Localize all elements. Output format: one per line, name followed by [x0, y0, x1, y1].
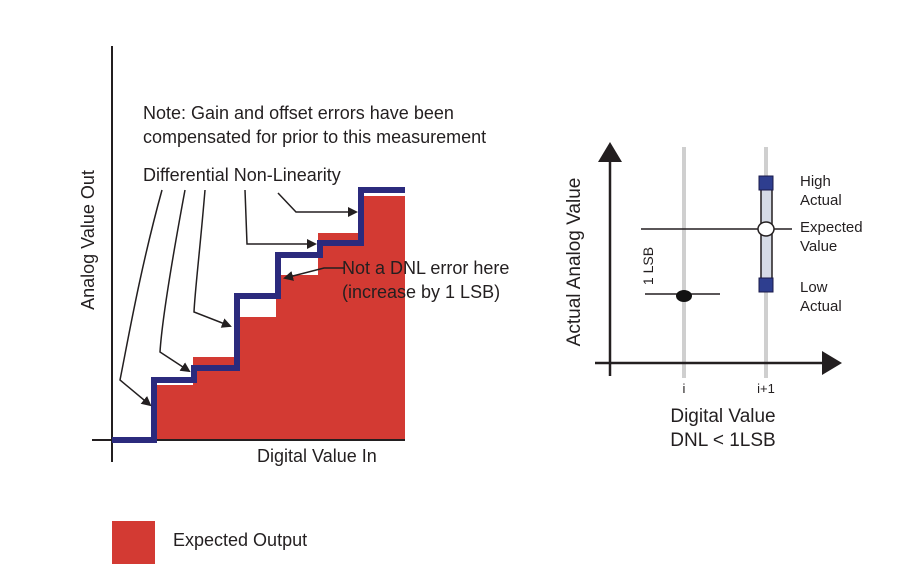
- legend-label: Expected Output: [173, 530, 307, 550]
- right-diagram: Actual Analog Value 1 LSB i i+1 Digital …: [564, 142, 863, 451]
- left-diagram: Note: Gain and offset errors have been c…: [78, 46, 509, 466]
- dnl-label: Differential Non-Linearity: [143, 165, 341, 185]
- low-actual-label-1: Low: [800, 279, 828, 296]
- tick-label-i: i: [683, 381, 686, 396]
- high-actual-label-1: High: [800, 173, 831, 190]
- expected-output-area: [152, 196, 405, 440]
- tick-label-i1: i+1: [757, 381, 775, 396]
- low-actual-label-2: Actual: [800, 298, 842, 315]
- dnl-arrow-5: [277, 192, 358, 217]
- not-dnl-line-2: (increase by 1 LSB): [342, 282, 500, 302]
- dnl-arrow-1: [119, 189, 163, 407]
- high-actual-marker: [758, 175, 774, 191]
- lsb-label: 1 LSB: [640, 247, 656, 285]
- dnl-arrow-2: [159, 189, 191, 373]
- high-actual-label-2: Actual: [800, 192, 842, 209]
- expected-value-marker: [757, 221, 775, 237]
- not-dnl-line-1: Not a DNL error here: [342, 258, 509, 278]
- point-i-marker: [676, 290, 692, 302]
- right-x-axis-sublabel: DNL < 1LSB: [670, 430, 775, 451]
- right-x-axis-arrowhead: [822, 351, 842, 375]
- note-line-2: compensated for prior to this measuremen…: [143, 127, 486, 147]
- expected-value-label-2: Value: [800, 238, 837, 255]
- right-y-axis-label: Actual Analog Value: [564, 178, 585, 347]
- dnl-arrow-3: [193, 189, 232, 328]
- legend-swatch: [112, 521, 155, 564]
- low-actual-marker: [758, 277, 774, 293]
- dnl-arrow-4: [244, 189, 317, 249]
- right-y-axis-arrowhead: [598, 142, 622, 162]
- right-x-axis-label: Digital Value: [670, 406, 775, 427]
- legend: Expected Output: [112, 521, 307, 564]
- expected-value-label-1: Expected: [800, 219, 863, 236]
- not-dnl-arrow: [283, 267, 344, 281]
- actual-output-staircase: [112, 187, 405, 443]
- note-line-1: Note: Gain and offset errors have been: [143, 103, 454, 123]
- left-y-axis-label: Analog Value Out: [78, 170, 98, 310]
- left-x-axis-label: Digital Value In: [257, 446, 377, 466]
